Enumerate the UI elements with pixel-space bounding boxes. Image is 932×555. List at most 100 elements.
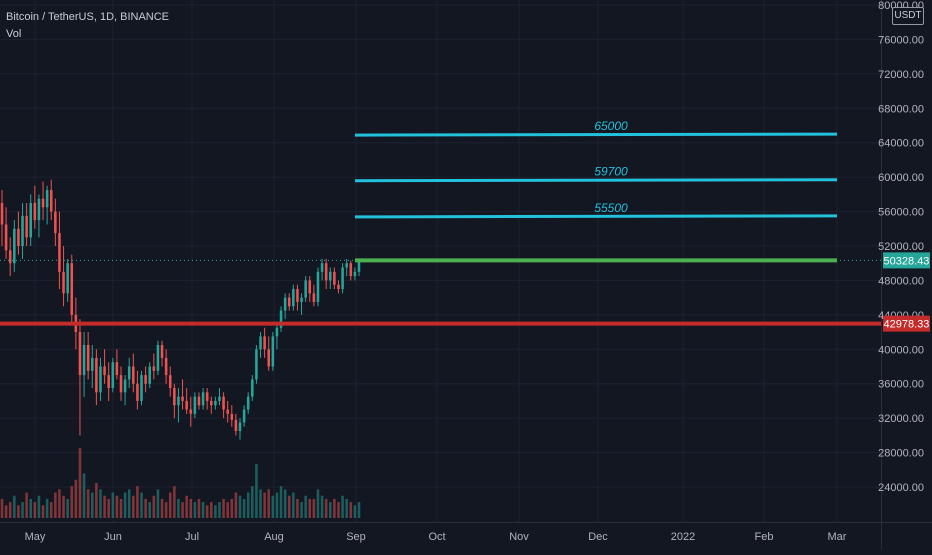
volume-bar bbox=[70, 486, 74, 518]
volume-bar bbox=[275, 492, 279, 518]
candle-body bbox=[164, 357, 168, 376]
candle-body bbox=[201, 392, 205, 406]
candle-body bbox=[349, 263, 353, 277]
candle-body bbox=[333, 271, 336, 285]
volume-bar bbox=[308, 498, 312, 518]
volume-bar bbox=[17, 505, 20, 518]
candle-body bbox=[181, 396, 184, 401]
candle-body bbox=[136, 383, 139, 401]
candle-body bbox=[337, 284, 340, 290]
volume-bar bbox=[312, 498, 316, 518]
price-labels: 50328.43 42978.33 bbox=[883, 252, 930, 332]
candle-body bbox=[21, 215, 24, 246]
candle-body bbox=[115, 362, 119, 376]
candle-body bbox=[300, 297, 303, 302]
time-axis[interactable]: May Jun Jul Aug Sep Oct Nov Dec 2022 Feb Mar bbox=[25, 531, 847, 543]
currency-button[interactable]: USDT bbox=[892, 7, 924, 25]
candle-body bbox=[296, 289, 299, 302]
target-level-line[interactable] bbox=[354, 214, 838, 219]
price-tick-label: 28000.00 bbox=[878, 448, 924, 460]
volume-bar bbox=[218, 502, 221, 518]
target-level-label: 59700 bbox=[594, 165, 628, 179]
candle-body bbox=[62, 271, 65, 294]
volume-bar bbox=[259, 489, 262, 518]
candle-body bbox=[267, 349, 270, 367]
candle-body bbox=[107, 375, 110, 389]
candles bbox=[0, 179, 361, 440]
time-tick-label: Mar bbox=[828, 531, 847, 543]
volume-bar bbox=[107, 498, 110, 518]
price-tick-label: 40000.00 bbox=[878, 344, 924, 356]
volume-bar bbox=[345, 498, 348, 518]
volume-bar bbox=[111, 492, 115, 518]
level-lines[interactable]: 65000 59700 55500 bbox=[0, 119, 882, 326]
candle-body bbox=[308, 280, 312, 294]
volume-bar bbox=[205, 505, 209, 518]
price-axis[interactable]: 80000.0076000.0072000.0068000.0064000.00… bbox=[878, 0, 924, 494]
candle-body bbox=[99, 366, 102, 393]
volume-bar bbox=[210, 502, 213, 518]
candle-body bbox=[218, 396, 221, 401]
volume-bar bbox=[197, 498, 201, 518]
target-level-line[interactable] bbox=[354, 178, 838, 183]
price-badge bbox=[883, 252, 930, 269]
volume-bar bbox=[316, 489, 320, 518]
candle-body bbox=[82, 344, 86, 376]
volume-bar bbox=[95, 483, 98, 518]
candle-body bbox=[4, 224, 8, 251]
volume-bar bbox=[0, 498, 4, 518]
candle-body bbox=[66, 263, 69, 294]
candle-body bbox=[283, 297, 287, 311]
candle-body bbox=[95, 357, 98, 393]
volume-bar bbox=[45, 498, 49, 518]
volume-bar bbox=[292, 492, 295, 518]
candle-body bbox=[255, 349, 258, 380]
candle-body bbox=[292, 289, 295, 307]
candle-body bbox=[177, 396, 180, 406]
volume-bar bbox=[78, 448, 82, 518]
time-tick-label: Oct bbox=[428, 531, 445, 543]
volume-bar bbox=[115, 495, 119, 518]
candle-body bbox=[144, 375, 147, 384]
candle-body bbox=[152, 366, 156, 371]
volume-bar bbox=[173, 486, 176, 518]
candle-body bbox=[279, 310, 283, 328]
target-level-label: 55500 bbox=[594, 201, 628, 215]
candle-body bbox=[345, 263, 348, 268]
candle-body bbox=[271, 336, 275, 367]
candle-body bbox=[230, 413, 234, 420]
volume-legend[interactable]: Vol bbox=[6, 28, 22, 40]
time-tick-label: 2022 bbox=[671, 531, 695, 543]
volume-bar bbox=[222, 498, 225, 518]
symbol-legend[interactable]: Bitcoin / TetherUS, 1D, BINANCE bbox=[6, 11, 170, 23]
volume-bar bbox=[353, 505, 357, 518]
candle-body bbox=[173, 388, 176, 406]
volume-bar bbox=[181, 502, 184, 518]
price-tick-label: 60000.00 bbox=[878, 172, 924, 184]
price-tick-label: 68000.00 bbox=[878, 103, 924, 115]
candle-body bbox=[91, 357, 94, 371]
volume-bar bbox=[25, 492, 28, 518]
candle-body bbox=[205, 392, 209, 401]
candle-body bbox=[168, 375, 172, 389]
candle-body bbox=[329, 271, 332, 281]
price-badge-label: 42978.33 bbox=[884, 319, 930, 331]
volume-bar bbox=[263, 492, 266, 518]
volume-bar bbox=[4, 505, 8, 518]
target-level-line[interactable] bbox=[354, 132, 838, 137]
volume-bar bbox=[99, 489, 102, 518]
volume-bar bbox=[242, 498, 246, 518]
volume-bar bbox=[251, 486, 254, 518]
volume-bar bbox=[177, 498, 180, 518]
candle-body bbox=[13, 228, 16, 264]
volume-bar bbox=[160, 498, 164, 518]
price-tick-label: 64000.00 bbox=[878, 138, 924, 150]
volume-bar bbox=[86, 489, 90, 518]
volume-bar bbox=[168, 492, 172, 518]
candle-body bbox=[140, 375, 143, 401]
volume-bars bbox=[0, 448, 361, 518]
volume-bar bbox=[230, 498, 234, 518]
volume-bar bbox=[189, 498, 193, 518]
